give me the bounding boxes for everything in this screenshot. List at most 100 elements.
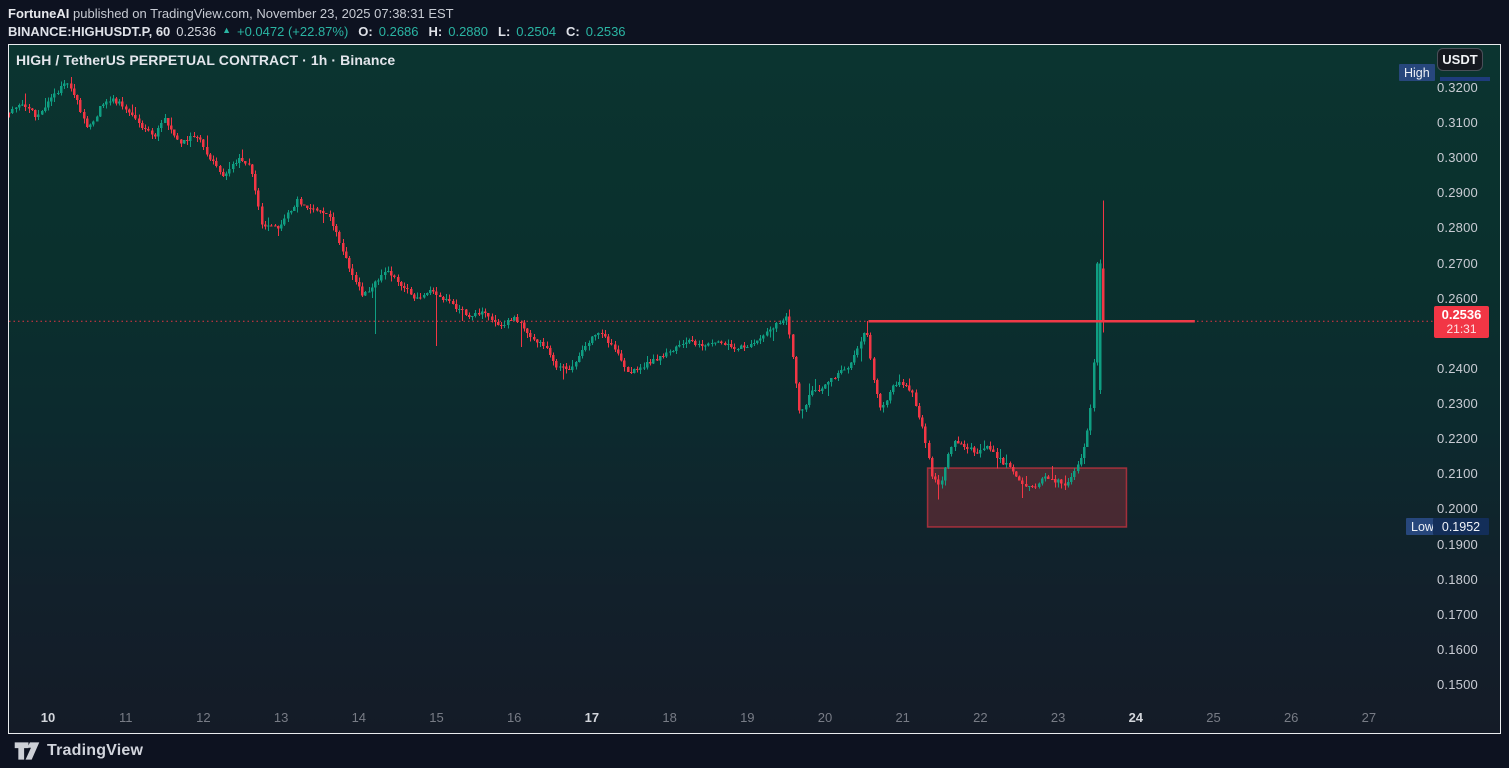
candle-body (652, 359, 655, 364)
candle-body (138, 118, 141, 123)
candle-body (257, 190, 260, 207)
candle-body (377, 280, 380, 282)
candle-body (620, 353, 623, 361)
candle-body (1054, 479, 1057, 483)
candle-body (183, 140, 186, 144)
candle-body (523, 322, 526, 329)
high-label: H: (428, 24, 443, 39)
low-value-badge: 0.1952 (1433, 518, 1489, 535)
candle-body (546, 345, 549, 348)
candle-body (996, 451, 999, 459)
chart-plot[interactable] (9, 45, 1433, 733)
time-tick-label: 21 (895, 710, 910, 725)
usdt-currency-button[interactable]: USDT (1437, 48, 1483, 71)
candle-body (86, 118, 89, 127)
time-tick-label: 13 (273, 710, 289, 725)
candle-body (1067, 482, 1070, 486)
candle-body (267, 225, 270, 227)
candle-body (610, 342, 613, 345)
candle-body (244, 161, 247, 164)
candle-body (167, 118, 170, 126)
candle-body (393, 275, 396, 277)
candle-body (387, 270, 390, 272)
price-tick-label: 0.2100 (1437, 466, 1478, 482)
candle-body (497, 321, 500, 325)
candle-body (853, 354, 856, 363)
candle-body (89, 124, 92, 127)
candle-body (31, 108, 34, 111)
candle-body (905, 385, 908, 387)
candle-body (270, 225, 273, 227)
candle-body (724, 343, 727, 346)
candle-body (102, 104, 105, 107)
candle-body (902, 381, 905, 386)
candle-body (1028, 485, 1031, 487)
candle-body (659, 356, 662, 361)
price-axis[interactable]: 0.3200 0.3100 0.3000 0.2900 0.2800 0.2700 0.26… (1434, 45, 1500, 733)
candle-body (465, 309, 468, 316)
candle-body (526, 328, 529, 333)
candle-body (630, 371, 633, 374)
candle-body (860, 341, 863, 349)
candle-body (772, 328, 775, 330)
candle-body (403, 285, 406, 288)
candle-body (850, 362, 853, 369)
candle-body (235, 163, 238, 165)
price-tick-label: 0.2000 (1437, 501, 1478, 517)
candle-body (193, 135, 196, 137)
candle-body (830, 377, 833, 383)
accumulation-zone-box[interactable] (926, 467, 1128, 528)
time-tick-label: 14 (351, 710, 367, 725)
candle-body (795, 357, 798, 384)
candle-body (1102, 268, 1105, 322)
candle-body (147, 129, 150, 131)
time-tick-label: 23 (1050, 710, 1066, 725)
candle-body (756, 340, 759, 344)
candle-body (206, 146, 209, 155)
candle-body (419, 297, 422, 299)
published-line: FortuneAI published on TradingView.com, … (8, 5, 626, 22)
candle-body (759, 338, 762, 341)
time-tick-label: 11 (118, 710, 133, 725)
candle-body (581, 349, 584, 357)
candle-body (954, 441, 957, 448)
candle-body (737, 348, 740, 350)
candle-body (879, 394, 882, 408)
candle-body (627, 366, 630, 372)
candle-body (141, 122, 144, 129)
candle-body (808, 395, 811, 405)
candle-body (614, 344, 617, 350)
candle-body (873, 358, 876, 381)
time-axis[interactable]: 10 11 12 13 14 15 16 17 18 19 20 21 22 23 24 25 26 27 (9, 703, 1433, 733)
candle-body (895, 384, 898, 386)
candle-body (484, 311, 487, 313)
candle-body (76, 94, 79, 100)
candle-body (196, 136, 199, 138)
candle-body (410, 288, 413, 295)
candle-body (1096, 263, 1099, 363)
candle-body (300, 199, 303, 205)
candle-body (491, 316, 494, 320)
candle-body (869, 334, 872, 359)
candle-body (924, 426, 927, 444)
candle-body (510, 320, 513, 322)
candle-body (950, 447, 953, 454)
candle-body (154, 134, 157, 137)
candle-body (811, 390, 814, 396)
close-value: 0.2536 (585, 24, 626, 39)
candle-body (426, 293, 429, 295)
candle-body (468, 315, 471, 318)
last-price-badge: 0.2536 21:31 (1434, 306, 1489, 338)
candle-body (18, 105, 21, 108)
candle-body (287, 212, 290, 219)
candle-body (1044, 476, 1047, 479)
candle-body (944, 467, 947, 481)
candle-body (241, 158, 244, 162)
time-tick-label: 20 (817, 710, 833, 725)
candle-body (368, 291, 371, 293)
price-tick-label: 0.1500 (1437, 677, 1478, 693)
candle-body (707, 343, 710, 346)
candle-body (176, 135, 179, 140)
candle-body (338, 232, 341, 243)
candle-body (293, 206, 296, 211)
